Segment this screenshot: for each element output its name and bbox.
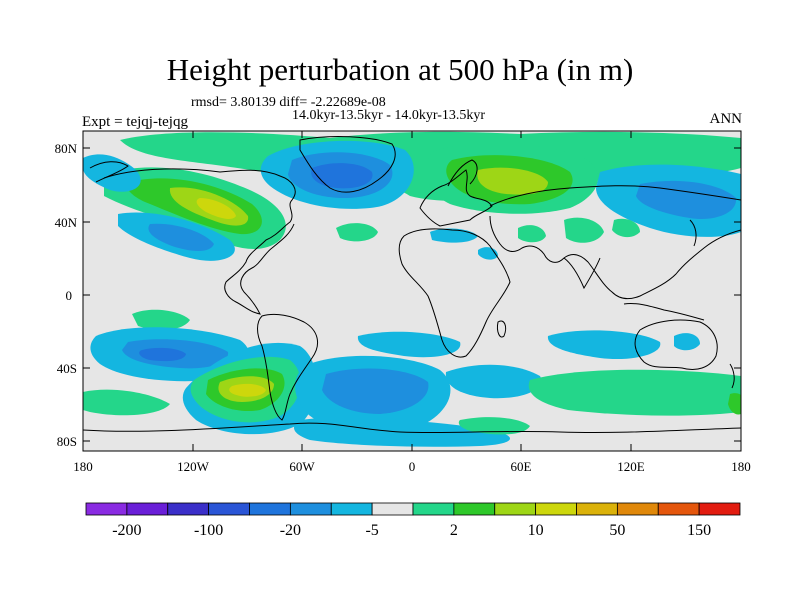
experiment-label: Expt = tejqj-tejqg — [82, 114, 188, 130]
coast-greenland — [299, 136, 396, 193]
colorbar-swatch — [494, 502, 537, 516]
contour-pos-s-america-peak — [229, 383, 266, 397]
coast-madagascar — [497, 320, 507, 338]
contour-pos-s-pacific-tropics — [132, 309, 190, 330]
contour-pos-arabia — [518, 225, 546, 243]
contour-pos-antarctic — [458, 417, 530, 435]
plot-title: Height perturbation at 500 hPa (in m) — [166, 52, 634, 87]
x-tick-label: 60E — [511, 459, 532, 474]
coast-south-america — [257, 313, 319, 421]
coast-india — [563, 257, 601, 290]
coast-alaska — [89, 161, 129, 183]
coast-indonesia — [623, 303, 705, 321]
x-tick-label: 60W — [289, 459, 315, 474]
contour-pos-india — [564, 217, 604, 243]
colorbar-swatch — [371, 502, 414, 516]
colorbar-swatch — [453, 502, 496, 516]
season-label: ANN — [709, 111, 743, 127]
colorbar-label: -5 — [365, 522, 378, 539]
y-tick-labels: 80N 40N 0 40S 80S — [55, 141, 78, 449]
coastlines — [83, 136, 741, 434]
y-tick-label: 40N — [55, 215, 78, 230]
contour-pos-se-pacific — [83, 389, 170, 416]
x-tick-label: 120E — [617, 459, 645, 474]
contour-neg-s-africa — [357, 331, 461, 358]
colorbar-label: -200 — [112, 522, 141, 539]
contour-pos-eurasia-strong — [477, 167, 548, 195]
colorbar-label: -20 — [280, 522, 301, 539]
y-tick-label: 0 — [66, 288, 73, 303]
colorbar-swatch — [616, 502, 659, 516]
colorbar-label: 2 — [450, 522, 458, 539]
contour-neg-siberia-core — [636, 180, 737, 220]
contour-neg-greenland-peak — [311, 163, 373, 189]
contour-neg-s-indian — [445, 364, 542, 399]
x-tick-label: 120W — [177, 459, 210, 474]
x-tick-label: 0 — [409, 459, 416, 474]
contour-neg-indian-ocean — [547, 330, 661, 360]
colorbar-label: -100 — [194, 522, 223, 539]
colorbar-swatch — [412, 502, 455, 516]
stats-line: rmsd= 3.80139 diff= -2.22689e-08 — [191, 95, 386, 110]
contour-neg-s-atlantic-core — [322, 368, 429, 414]
x-tick-labels: 180 120W 60W 0 60E 120E 180 — [73, 459, 751, 474]
contour-pos-southern-ocean-east — [728, 393, 741, 415]
colorbar-swatch — [535, 502, 577, 516]
contour-pos-china — [612, 218, 640, 238]
coast-asia — [489, 185, 741, 300]
colorbar-swatch — [126, 502, 169, 516]
colorbar — [85, 502, 741, 516]
contour-neg-australia — [674, 333, 700, 351]
period-line: 14.0kyr-13.5kyr - 14.0kyr-13.5kyr — [292, 108, 486, 123]
coast-australia — [634, 319, 718, 370]
colorbar-swatch — [167, 502, 210, 516]
y-tick-label: 80S — [57, 434, 77, 449]
colorbar-label: 10 — [528, 522, 544, 539]
coast-scandinavia — [447, 159, 478, 187]
axis-ticks — [83, 131, 741, 451]
colorbar-label: 150 — [687, 522, 711, 539]
coast-north-america — [103, 168, 296, 315]
colorbar-swatch — [249, 502, 291, 516]
colorbar-label: 50 — [609, 522, 625, 539]
colorbar-swatch — [330, 502, 373, 516]
contour-neg-pacific-west — [83, 154, 141, 192]
contour-field — [83, 131, 741, 451]
coast-africa — [398, 228, 511, 358]
contour-neg-pacific-mid-core — [148, 223, 214, 251]
coast-antarctica — [83, 422, 741, 434]
y-tick-label: 80N — [55, 141, 78, 156]
colorbar-swatch — [85, 502, 128, 516]
coast-japan — [689, 219, 697, 247]
colorbar-swatch — [208, 502, 250, 516]
coast-new-zealand — [729, 363, 735, 389]
contour-pos-atlantic — [336, 223, 378, 242]
contour-pos-n-america-peak — [196, 198, 236, 219]
colorbar-swatch — [289, 502, 332, 516]
colorbar-swatch — [698, 502, 741, 516]
contour-pos-southern-ocean — [528, 369, 741, 416]
contour-neg-s-pacific-peak — [139, 347, 186, 362]
colorbar-swatch — [657, 502, 700, 516]
y-tick-label: 40S — [57, 361, 77, 376]
colorbar-labels: -200 -100 -20 -5 2 10 50 150 — [112, 522, 711, 539]
colorbar-swatch — [576, 502, 618, 516]
coast-europe — [419, 169, 493, 227]
x-tick-label: 180 — [731, 459, 751, 474]
x-tick-label: 180 — [73, 459, 93, 474]
